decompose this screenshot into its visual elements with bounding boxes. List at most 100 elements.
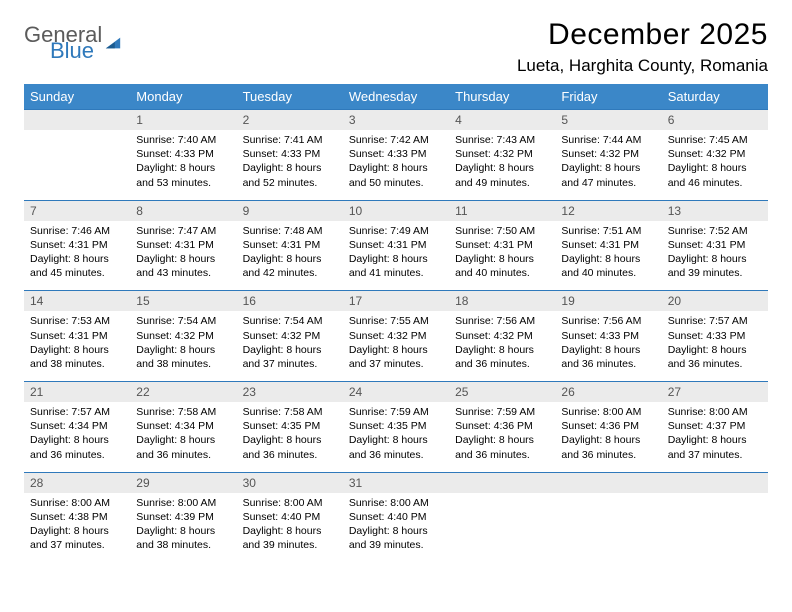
sunset-text: Sunset: 4:31 PM (243, 238, 337, 252)
calendar-day-cell: 30Sunrise: 8:00 AMSunset: 4:40 PMDayligh… (237, 472, 343, 562)
page-title: December 2025 (517, 18, 768, 52)
daylight-text: Daylight: 8 hours and 36 minutes. (561, 433, 655, 461)
sunset-text: Sunset: 4:32 PM (668, 147, 762, 161)
sunset-text: Sunset: 4:31 PM (668, 238, 762, 252)
day-number: 21 (24, 382, 130, 402)
calendar-day-cell: 12Sunrise: 7:51 AMSunset: 4:31 PMDayligh… (555, 200, 661, 291)
calendar-day-cell: 29Sunrise: 8:00 AMSunset: 4:39 PMDayligh… (130, 472, 236, 562)
calendar-day-cell: 5Sunrise: 7:44 AMSunset: 4:32 PMDaylight… (555, 110, 661, 201)
sunrise-text: Sunrise: 7:47 AM (136, 224, 230, 238)
day-number: 19 (555, 291, 661, 311)
day-number: 5 (555, 110, 661, 130)
calendar-day-cell: 3Sunrise: 7:42 AMSunset: 4:33 PMDaylight… (343, 110, 449, 201)
calendar-day-cell: 27Sunrise: 8:00 AMSunset: 4:37 PMDayligh… (662, 382, 768, 473)
daylight-text: Daylight: 8 hours and 36 minutes. (455, 343, 549, 371)
sunset-text: Sunset: 4:32 PM (349, 329, 443, 343)
sunset-text: Sunset: 4:32 PM (455, 147, 549, 161)
sunset-text: Sunset: 4:32 PM (561, 147, 655, 161)
logo: General Blue (24, 18, 122, 62)
weekday-header: Wednesday (343, 84, 449, 110)
day-number: 24 (343, 382, 449, 402)
sunrise-text: Sunrise: 7:46 AM (30, 224, 124, 238)
sunrise-text: Sunrise: 7:56 AM (455, 314, 549, 328)
day-number: 16 (237, 291, 343, 311)
calendar-day-cell: 22Sunrise: 7:58 AMSunset: 4:34 PMDayligh… (130, 382, 236, 473)
sunset-text: Sunset: 4:31 PM (561, 238, 655, 252)
sunset-text: Sunset: 4:33 PM (668, 329, 762, 343)
calendar-day-cell: 19Sunrise: 7:56 AMSunset: 4:33 PMDayligh… (555, 291, 661, 382)
sunrise-text: Sunrise: 7:54 AM (243, 314, 337, 328)
calendar-day-cell: 21Sunrise: 7:57 AMSunset: 4:34 PMDayligh… (24, 382, 130, 473)
sunset-text: Sunset: 4:32 PM (243, 329, 337, 343)
day-number: 7 (24, 201, 130, 221)
sunrise-text: Sunrise: 7:53 AM (30, 314, 124, 328)
day-number: 2 (237, 110, 343, 130)
sunrise-text: Sunrise: 7:59 AM (455, 405, 549, 419)
day-body (449, 493, 555, 543)
day-number: 29 (130, 473, 236, 493)
day-number: 26 (555, 382, 661, 402)
weekday-header: Tuesday (237, 84, 343, 110)
calendar-week-row: 1Sunrise: 7:40 AMSunset: 4:33 PMDaylight… (24, 110, 768, 201)
weekday-header: Saturday (662, 84, 768, 110)
sunset-text: Sunset: 4:40 PM (349, 510, 443, 524)
day-body: Sunrise: 8:00 AMSunset: 4:40 PMDaylight:… (237, 493, 343, 563)
sunset-text: Sunset: 4:33 PM (136, 147, 230, 161)
calendar-day-cell: 7Sunrise: 7:46 AMSunset: 4:31 PMDaylight… (24, 200, 130, 291)
daylight-text: Daylight: 8 hours and 38 minutes. (30, 343, 124, 371)
sunrise-text: Sunrise: 7:42 AM (349, 133, 443, 147)
calendar-week-row: 7Sunrise: 7:46 AMSunset: 4:31 PMDaylight… (24, 200, 768, 291)
daylight-text: Daylight: 8 hours and 50 minutes. (349, 161, 443, 189)
sunrise-text: Sunrise: 7:48 AM (243, 224, 337, 238)
sunset-text: Sunset: 4:31 PM (455, 238, 549, 252)
sunrise-text: Sunrise: 8:00 AM (243, 496, 337, 510)
daylight-text: Daylight: 8 hours and 42 minutes. (243, 252, 337, 280)
calendar-day-cell: 26Sunrise: 8:00 AMSunset: 4:36 PMDayligh… (555, 382, 661, 473)
daylight-text: Daylight: 8 hours and 36 minutes. (30, 433, 124, 461)
calendar-week-row: 28Sunrise: 8:00 AMSunset: 4:38 PMDayligh… (24, 472, 768, 562)
day-body: Sunrise: 7:40 AMSunset: 4:33 PMDaylight:… (130, 130, 236, 200)
sunrise-text: Sunrise: 7:50 AM (455, 224, 549, 238)
daylight-text: Daylight: 8 hours and 47 minutes. (561, 161, 655, 189)
calendar-day-cell (662, 472, 768, 562)
day-body: Sunrise: 7:46 AMSunset: 4:31 PMDaylight:… (24, 221, 130, 291)
day-number: 25 (449, 382, 555, 402)
sunset-text: Sunset: 4:31 PM (136, 238, 230, 252)
day-number: 1 (130, 110, 236, 130)
day-number: 17 (343, 291, 449, 311)
weekday-header: Sunday (24, 84, 130, 110)
sunset-text: Sunset: 4:33 PM (349, 147, 443, 161)
day-body: Sunrise: 7:50 AMSunset: 4:31 PMDaylight:… (449, 221, 555, 291)
day-body: Sunrise: 8:00 AMSunset: 4:39 PMDaylight:… (130, 493, 236, 563)
sunrise-text: Sunrise: 7:57 AM (668, 314, 762, 328)
calendar-day-cell: 2Sunrise: 7:41 AMSunset: 4:33 PMDaylight… (237, 110, 343, 201)
day-number (449, 473, 555, 493)
location-text: Lueta, Harghita County, Romania (517, 56, 768, 76)
day-body: Sunrise: 7:57 AMSunset: 4:33 PMDaylight:… (662, 311, 768, 381)
sunset-text: Sunset: 4:32 PM (455, 329, 549, 343)
calendar-day-cell: 11Sunrise: 7:50 AMSunset: 4:31 PMDayligh… (449, 200, 555, 291)
calendar-day-cell: 4Sunrise: 7:43 AMSunset: 4:32 PMDaylight… (449, 110, 555, 201)
daylight-text: Daylight: 8 hours and 37 minutes. (349, 343, 443, 371)
day-body: Sunrise: 8:00 AMSunset: 4:40 PMDaylight:… (343, 493, 449, 563)
daylight-text: Daylight: 8 hours and 38 minutes. (136, 524, 230, 552)
sunrise-text: Sunrise: 7:56 AM (561, 314, 655, 328)
day-body: Sunrise: 7:59 AMSunset: 4:35 PMDaylight:… (343, 402, 449, 472)
calendar-day-cell: 18Sunrise: 7:56 AMSunset: 4:32 PMDayligh… (449, 291, 555, 382)
sunrise-text: Sunrise: 8:00 AM (349, 496, 443, 510)
calendar-day-cell (24, 110, 130, 201)
calendar-day-cell: 8Sunrise: 7:47 AMSunset: 4:31 PMDaylight… (130, 200, 236, 291)
day-number (662, 473, 768, 493)
daylight-text: Daylight: 8 hours and 40 minutes. (455, 252, 549, 280)
sunrise-text: Sunrise: 7:54 AM (136, 314, 230, 328)
daylight-text: Daylight: 8 hours and 37 minutes. (243, 343, 337, 371)
weekday-header-row: Sunday Monday Tuesday Wednesday Thursday… (24, 84, 768, 110)
sunrise-text: Sunrise: 8:00 AM (668, 405, 762, 419)
day-number: 20 (662, 291, 768, 311)
day-body: Sunrise: 7:58 AMSunset: 4:35 PMDaylight:… (237, 402, 343, 472)
sunset-text: Sunset: 4:34 PM (30, 419, 124, 433)
daylight-text: Daylight: 8 hours and 41 minutes. (349, 252, 443, 280)
weekday-header: Monday (130, 84, 236, 110)
day-body: Sunrise: 7:58 AMSunset: 4:34 PMDaylight:… (130, 402, 236, 472)
sunset-text: Sunset: 4:37 PM (668, 419, 762, 433)
